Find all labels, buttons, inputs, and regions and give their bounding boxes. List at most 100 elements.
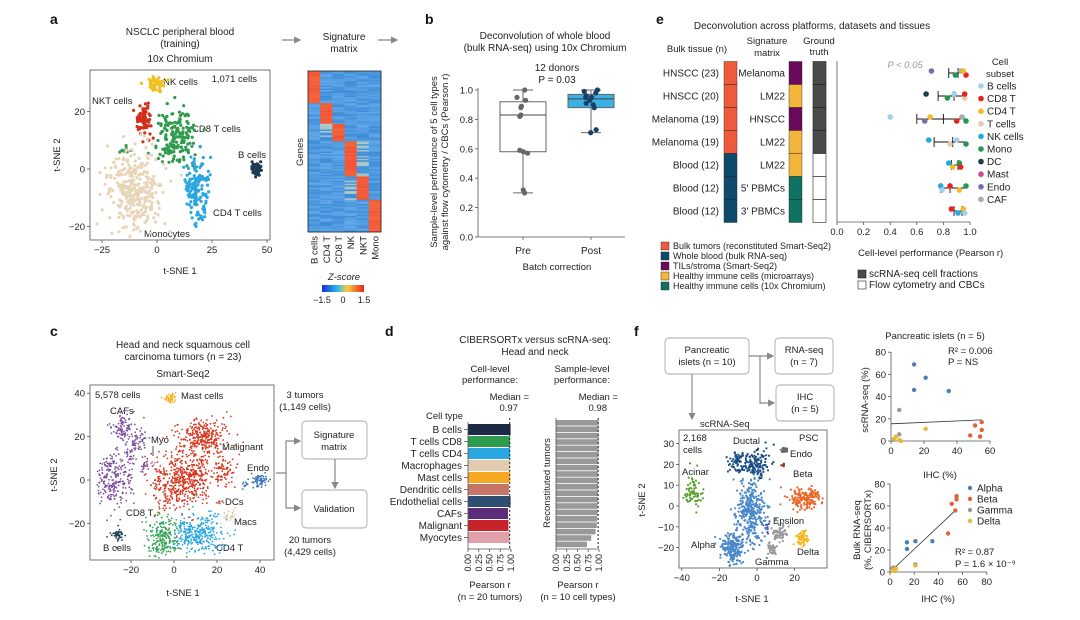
cell-point xyxy=(209,482,212,484)
heatmap-cell xyxy=(356,76,370,79)
cell-point xyxy=(132,442,135,445)
cell-point xyxy=(163,148,167,152)
cell-point xyxy=(186,547,189,550)
cell-point xyxy=(209,155,213,159)
cluster-label: NKT cells xyxy=(92,96,133,107)
bar xyxy=(468,532,510,543)
cell-point xyxy=(229,415,232,418)
cell-point xyxy=(754,455,758,458)
cell-point xyxy=(745,541,748,544)
tissue-label: Blood (12) xyxy=(673,184,719,195)
heatmap-cell xyxy=(356,177,370,180)
cell-point xyxy=(167,500,170,503)
cell-point xyxy=(759,508,762,512)
cell-point xyxy=(133,164,137,168)
cell-point xyxy=(119,480,122,483)
legend-label: Endo xyxy=(987,182,1011,193)
cell-point xyxy=(191,474,193,477)
cell-point xyxy=(127,438,130,440)
x-tick-label: −25 xyxy=(94,245,110,256)
heatmap-cell xyxy=(308,195,321,198)
heatmap-cell xyxy=(356,101,370,104)
cell-point xyxy=(205,425,208,428)
cell-point xyxy=(152,464,155,466)
heatmap-cell xyxy=(320,185,333,187)
cell-point xyxy=(764,519,767,522)
cell-point xyxy=(150,201,154,205)
cell-point xyxy=(749,502,752,505)
heatmap-cell xyxy=(344,141,357,144)
heatmap-cell xyxy=(356,103,370,105)
heatmap-cell xyxy=(332,128,345,130)
heatmap-cell xyxy=(332,166,345,168)
cell-point xyxy=(132,457,134,460)
heatmap-cell xyxy=(332,122,345,124)
cell-point xyxy=(161,548,164,551)
heatmap-cell xyxy=(320,155,333,158)
cell-point xyxy=(741,479,744,482)
heatmap-cell xyxy=(344,158,357,161)
heatmap-cell xyxy=(308,147,321,149)
panel-label-c: c xyxy=(50,323,58,339)
cell-point xyxy=(170,456,173,459)
heatmap-title: Signature xyxy=(323,32,366,43)
heatmap-cell xyxy=(332,73,345,76)
cell-point xyxy=(193,463,196,466)
heatmap-cell xyxy=(344,132,357,135)
heatmap-cell xyxy=(320,199,333,202)
cell-point xyxy=(753,454,756,457)
cell-point xyxy=(192,539,195,541)
cell-point xyxy=(176,143,180,148)
heatmap-cell xyxy=(332,154,345,157)
cell-point xyxy=(158,90,162,94)
cell-point xyxy=(177,474,180,476)
cell-point xyxy=(736,464,739,467)
heatmap-cell xyxy=(332,189,345,192)
cell-point xyxy=(212,433,215,435)
cell-point xyxy=(815,495,818,499)
cell-point xyxy=(192,514,195,516)
heatmap-cell xyxy=(308,210,321,212)
data-point xyxy=(581,88,587,95)
cell-point xyxy=(204,427,207,430)
cell-point xyxy=(171,497,174,500)
cell-point xyxy=(120,433,123,435)
heatmap-cell xyxy=(344,71,357,73)
heatmap-cell xyxy=(368,116,382,119)
cell-point xyxy=(741,451,744,455)
cell-point xyxy=(114,470,117,472)
cell-point xyxy=(226,441,229,444)
heatmap-cell xyxy=(368,227,382,230)
cell-point xyxy=(189,498,192,501)
heatmap-cell xyxy=(356,188,370,190)
cell-point xyxy=(748,524,751,527)
cell-point xyxy=(242,481,245,484)
cell-point xyxy=(117,427,120,429)
cell-point xyxy=(178,526,181,529)
cell-point xyxy=(215,501,218,504)
cell-point xyxy=(106,473,109,476)
cell-point xyxy=(150,452,153,455)
cell-point xyxy=(738,523,741,527)
chart-title: carcinoma tumors (n = 23) xyxy=(125,352,242,363)
box xyxy=(499,101,547,153)
cell-point xyxy=(255,167,259,171)
cell-point xyxy=(761,531,764,534)
heatmap-cell xyxy=(344,94,357,97)
heatmap-cell xyxy=(308,132,321,135)
cell-point xyxy=(141,468,144,471)
heatmap-cell xyxy=(320,131,333,133)
tissue-label: Melanoma (19) xyxy=(652,115,719,126)
cell-point xyxy=(169,546,171,548)
cell-point xyxy=(751,547,755,550)
cell-point xyxy=(208,446,211,448)
cell-point xyxy=(750,514,753,518)
cluster-label: CD8 T cells xyxy=(192,124,241,135)
heatmap-cell xyxy=(356,160,370,163)
heatmap-cell xyxy=(344,227,357,230)
heatmap-cell xyxy=(356,226,370,228)
cell-point xyxy=(171,461,174,464)
cell-point xyxy=(211,518,213,521)
heatmap-cell xyxy=(368,136,382,139)
cell-point xyxy=(150,183,154,187)
